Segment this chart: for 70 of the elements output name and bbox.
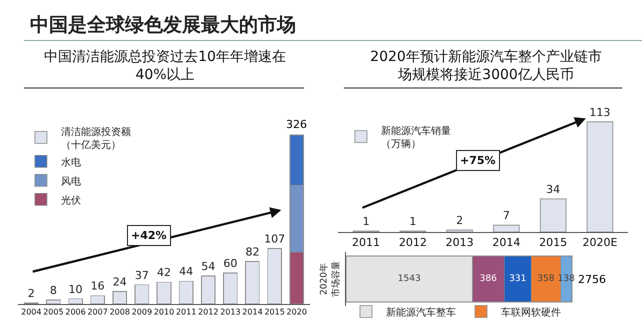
bar [112, 291, 128, 304]
bar [540, 198, 566, 232]
x-tick-label: 2009 [132, 308, 152, 317]
legend-label: 清洁能源投资额（十亿美元） [60, 126, 131, 151]
bar [200, 276, 216, 304]
bar [90, 295, 105, 304]
data-label: 82 [245, 245, 260, 258]
bar [178, 280, 194, 304]
data-label: 2 [28, 286, 35, 300]
x-tick-label: 2015 [264, 308, 285, 317]
x-tick-label: 2013 [220, 308, 241, 317]
x-tick-label: 2011 [352, 236, 380, 250]
data-label: 10 [68, 282, 83, 296]
legend-label: 光伏 [60, 194, 81, 206]
total-label: 2756 [578, 273, 606, 286]
data-label: 24 [112, 276, 127, 289]
bar [223, 272, 238, 304]
data-label: 386 [480, 274, 498, 284]
data-label: 7 [502, 209, 510, 222]
data-label: 331 [509, 274, 526, 284]
bar [245, 261, 260, 304]
data-label: 16 [90, 280, 105, 293]
x-tick-label: 2011 [176, 308, 196, 317]
data-label: 1 [409, 215, 416, 228]
x-tick-label: 2004 [21, 308, 42, 317]
x-tick-label: 2010 [154, 308, 174, 317]
x-tick-label: 2014 [242, 308, 263, 317]
x-tick-label: 2007 [87, 308, 108, 317]
legend-label: 风电 [60, 175, 81, 188]
legend-label: 车联网软硬件 [501, 306, 561, 318]
y-axis-title: 2020年市场容量 [318, 261, 342, 297]
legend-label: 水电 [60, 156, 81, 168]
x-tick-label: 2008 [110, 308, 130, 317]
x-tick-label: 2014 [492, 236, 520, 250]
x-tick-label: 2020 [286, 308, 307, 317]
bar [586, 121, 614, 232]
chart-title: 2020年预计新能源汽车整个产业链市场规模将接近3000亿人民币 [370, 48, 602, 83]
data-label: 1543 [398, 274, 421, 284]
x-tick-label: 2005 [43, 308, 64, 317]
x-tick-label: 2015 [539, 236, 568, 250]
data-label: 44 [179, 265, 194, 278]
x-tick-label: 2020E [582, 236, 618, 250]
chart-title: 中国是全球绿色发展最大的市场 [30, 13, 296, 38]
bar [68, 298, 83, 304]
data-label: 37 [134, 268, 149, 282]
chart-subtitle: 中国清洁能源总投资过去10年年增速在40%以上 [44, 48, 286, 83]
bar [134, 284, 150, 304]
data-label: 34 [546, 182, 560, 196]
data-label: 113 [589, 106, 610, 119]
annotation: +42% [131, 229, 167, 242]
data-label: 358 [537, 274, 555, 284]
x-tick-label: 2013 [446, 236, 474, 250]
bar [46, 299, 61, 304]
annotation: +75% [460, 154, 496, 167]
x-tick-label: 2006 [65, 308, 86, 317]
data-label: 42 [157, 266, 171, 280]
legend-label: 新能源汽车销量（万辆） [380, 125, 451, 150]
bar [267, 248, 282, 304]
data-label: 2 [456, 214, 464, 228]
bar [493, 224, 520, 232]
data-label: 54 [201, 260, 216, 274]
x-tick-label: 2012 [398, 236, 427, 250]
legend-label: 新能源汽车整车 [386, 306, 456, 318]
total-label: 326 [286, 118, 307, 131]
data-label: 107 [264, 232, 286, 246]
bar [156, 282, 172, 304]
x-tick-label: 2012 [198, 308, 218, 317]
data-label: 8 [50, 284, 57, 297]
data-label: 60 [223, 256, 238, 270]
data-label: 1 [362, 215, 370, 228]
